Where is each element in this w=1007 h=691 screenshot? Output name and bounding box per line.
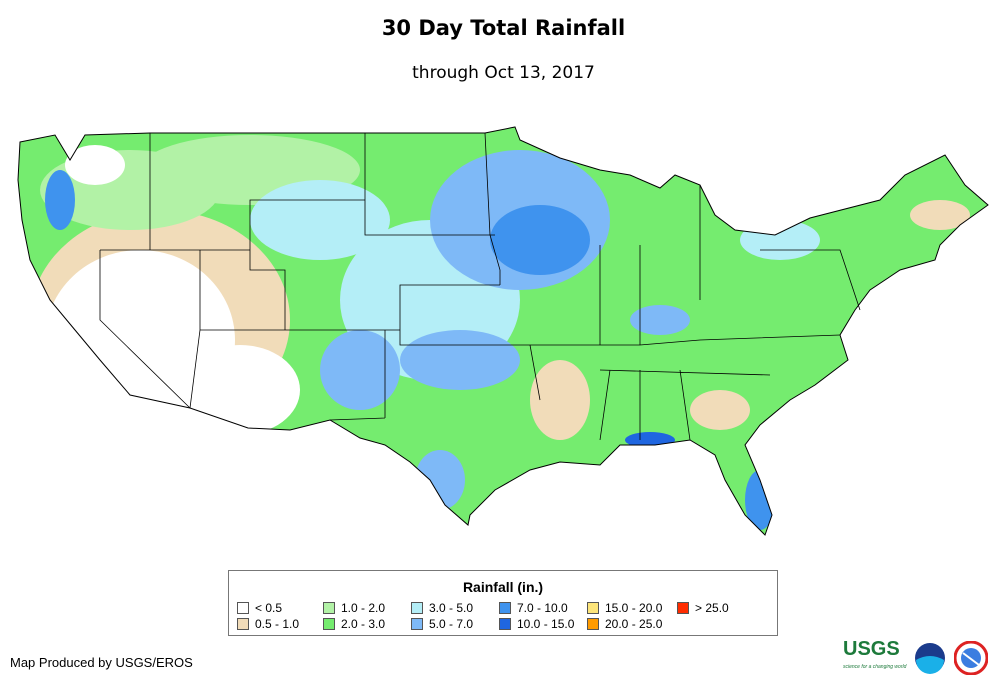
legend-label: 0.5 - 1.0	[255, 617, 300, 631]
legend-item: 5.0 - 7.0	[411, 617, 473, 631]
legend-swatch	[587, 602, 599, 614]
legend-swatch	[499, 618, 511, 630]
usgs-logo-text: USGS	[843, 638, 900, 660]
legend-swatch	[323, 618, 335, 630]
legend-swatch	[411, 618, 423, 630]
nws-logo	[954, 641, 989, 675]
legend-item: 0.5 - 1.0	[237, 617, 299, 631]
legend-label: > 25.0	[695, 601, 729, 615]
legend-swatch	[411, 602, 423, 614]
credit-text: Map Produced by USGS/EROS	[10, 655, 193, 670]
legend-swatch	[323, 602, 335, 614]
legend-label: 3.0 - 5.0	[429, 601, 474, 615]
legend-label: < 0.5	[255, 601, 283, 615]
legend-label: 1.0 - 2.0	[341, 601, 386, 615]
legend-item: 7.0 - 10.0	[499, 601, 568, 615]
legend-title: Rainfall (in.)	[462, 579, 544, 595]
legend-label: 5.0 - 7.0	[429, 617, 474, 631]
legend-label: 7.0 - 10.0	[517, 601, 568, 615]
legend-swatch	[499, 602, 511, 614]
legend-swatch	[677, 602, 689, 614]
legend-item: > 25.0	[677, 601, 729, 615]
legend-item: 3.0 - 5.0	[411, 601, 473, 615]
agency-logos: USGS science for a changing world	[843, 638, 989, 676]
legend-item: 10.0 - 15.0	[499, 617, 574, 631]
usgs-logo: USGS science for a changing world	[843, 638, 907, 676]
noaa-logo	[915, 643, 946, 674]
legend-item: 15.0 - 20.0	[587, 601, 662, 615]
legend-label: 20.0 - 25.0	[605, 617, 663, 631]
legend-item: 2.0 - 3.0	[323, 617, 385, 631]
legend-label: 10.0 - 15.0	[517, 617, 575, 631]
legend-swatch	[587, 618, 599, 630]
legend-item: < 0.5	[237, 601, 282, 615]
rainfall-fill	[18, 127, 988, 535]
state-borders	[99, 132, 861, 441]
legend: Rainfall (in.) < 0.5 0.5 - 1.0 1.0 - 2.0 2.…	[228, 570, 778, 636]
legend-item: 1.0 - 2.0	[323, 601, 385, 615]
legend-swatch	[237, 602, 249, 614]
legend-item: 20.0 - 25.0	[587, 617, 662, 631]
map-title: 30 Day Total Rainfall	[381, 16, 626, 40]
legend-label: 15.0 - 20.0	[605, 601, 663, 615]
legend-swatch	[237, 618, 249, 630]
legend-label: 2.0 - 3.0	[341, 617, 386, 631]
map-subtitle: through Oct 13, 2017	[412, 63, 595, 83]
usgs-tagline: science for a changing world	[843, 664, 907, 670]
